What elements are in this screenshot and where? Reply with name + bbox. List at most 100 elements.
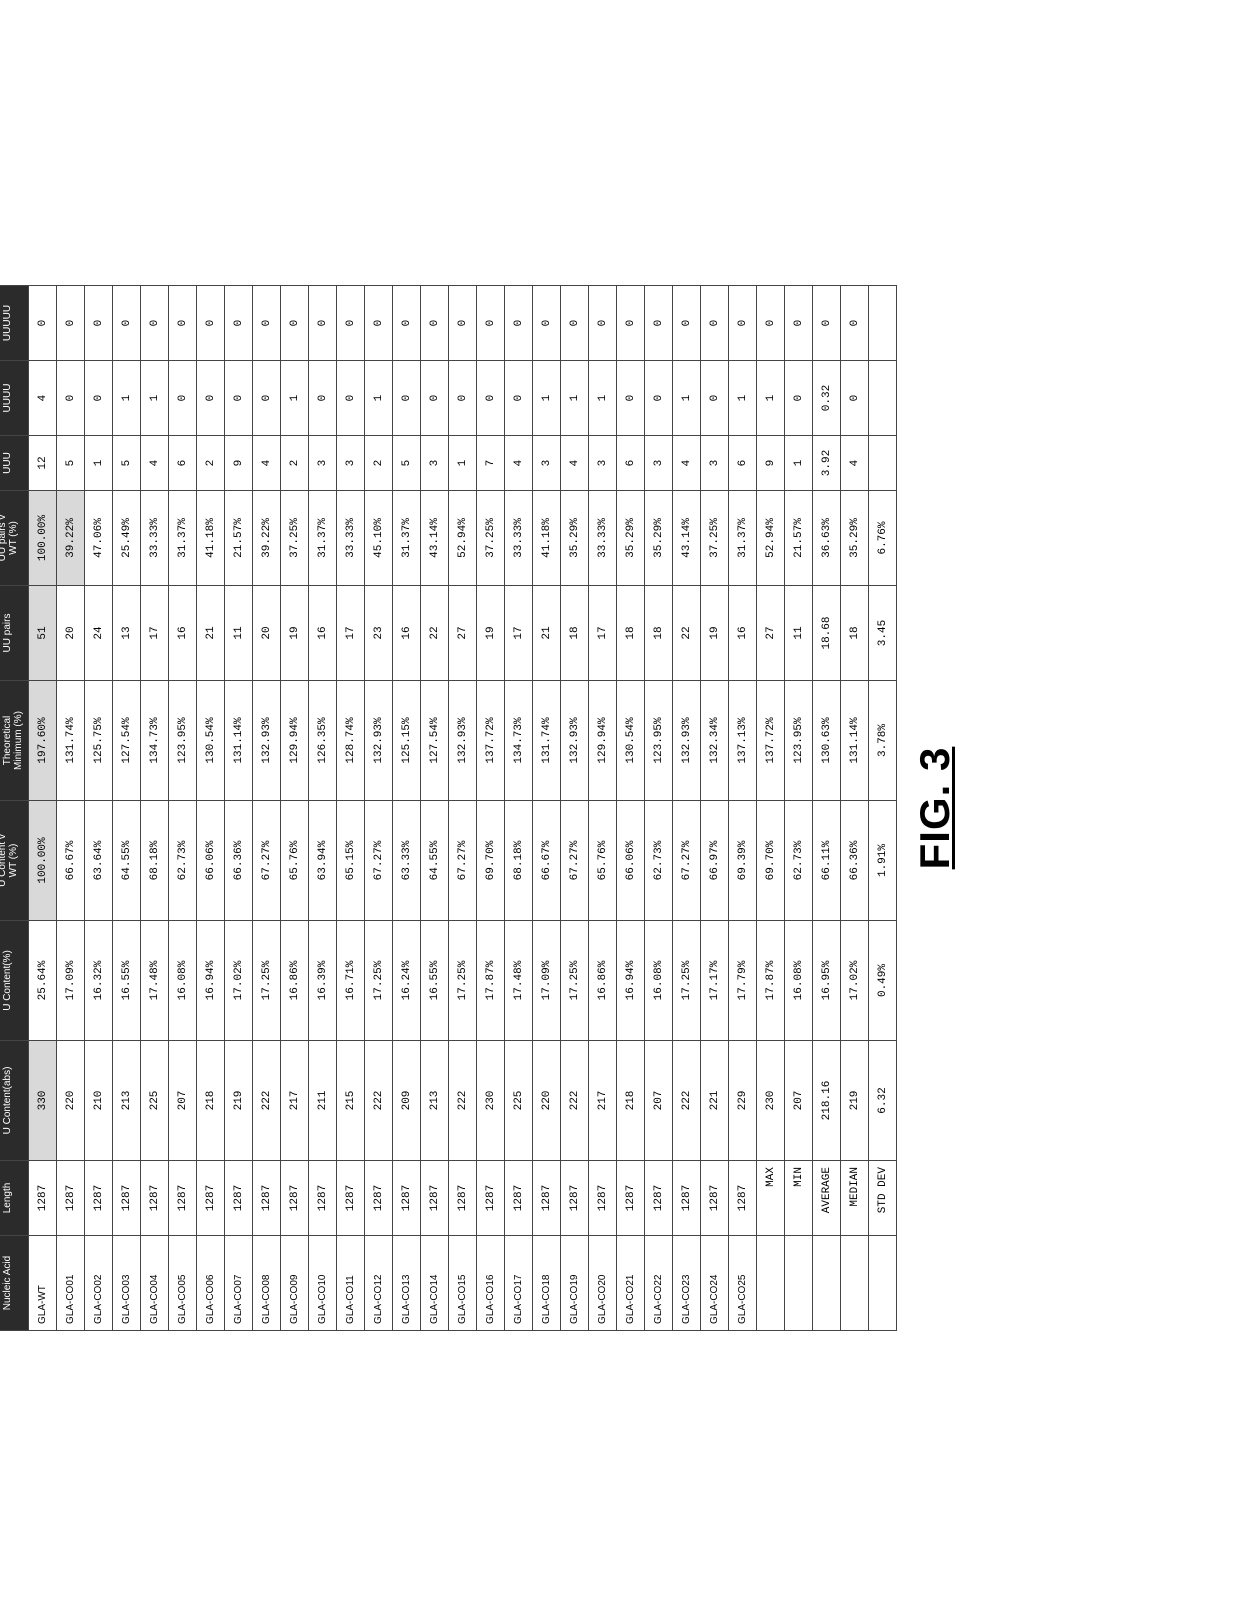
cell: 66.36% [225,800,253,920]
stats-cell: 0.49% [869,920,897,1040]
cell: 37.25% [701,490,729,585]
table-row: GLA-CO02128721016.32%63.64%125.75%2447.0… [85,285,113,1330]
cell: 0 [113,285,141,360]
cell: 27 [449,585,477,680]
cell: 132.93% [561,680,589,800]
cell: 0 [617,360,645,435]
stats-cell: 0 [757,285,785,360]
table-row: GLA-CO07128721917.02%66.36%131.14%1121.5… [225,285,253,1330]
stats-cell: 17.87% [757,920,785,1040]
cell: 17.02% [225,920,253,1040]
stats-rows-body: MAX23017.87%69.70%137.72%2752.94%910MIN2… [757,285,897,1330]
cell: 6 [617,435,645,490]
cell: 18 [645,585,673,680]
stats-cell: 0 [841,360,869,435]
cell: 218 [197,1040,225,1160]
cell: 3 [701,435,729,490]
cell: 1287 [561,1160,589,1235]
cell: 132.93% [365,680,393,800]
cell: 37.25% [477,490,505,585]
cell: 1 [533,360,561,435]
stats-cell [869,285,897,360]
cell: GLA-CO15 [449,1235,477,1330]
stats-cell [869,435,897,490]
cell: 213 [421,1040,449,1160]
cell: 16 [393,585,421,680]
stats-cell: 16.95% [813,920,841,1040]
col-header-3: U Content(%) [0,920,29,1040]
stats-cell: 36.63% [813,490,841,585]
cell: 1287 [701,1160,729,1235]
cell: 17.17% [701,920,729,1040]
cell: 132.93% [449,680,477,800]
cell: 1 [365,360,393,435]
cell: 1287 [225,1160,253,1235]
stats-cell [869,360,897,435]
cell: 130.54% [197,680,225,800]
table-row: GLA-CO21128721816.94%66.06%130.54%1835.2… [617,285,645,1330]
cell: 130.54% [617,680,645,800]
stats-cell: 1 [785,435,813,490]
cell: GLA-CO03 [113,1235,141,1330]
cell: 1287 [141,1160,169,1235]
stats-cell: 0 [841,285,869,360]
cell: 66.67% [57,800,85,920]
cell: GLA-CO13 [393,1235,421,1330]
cell: 0 [169,285,197,360]
cell: 2 [365,435,393,490]
cell: 225 [505,1040,533,1160]
cell: 3 [421,435,449,490]
table-row: GLA-CO09128721716.86%65.76%129.94%1937.2… [281,285,309,1330]
cell: 127.54% [113,680,141,800]
cell: 207 [645,1040,673,1160]
cell: 45.10% [365,490,393,585]
stats-cell: 3.45 [869,585,897,680]
cell: 210 [85,1040,113,1160]
cell: GLA-CO11 [337,1235,365,1330]
cell: 39.22% [253,490,281,585]
cell: GLA-CO25 [729,1235,757,1330]
cell: 65.76% [589,800,617,920]
cell: 0 [701,285,729,360]
cell: 17.48% [141,920,169,1040]
cell: 1287 [477,1160,505,1235]
cell: 41.18% [533,490,561,585]
cell: 33.33% [141,490,169,585]
cell: 1287 [253,1160,281,1235]
cell: 1287 [533,1160,561,1235]
cell: 217 [589,1040,617,1160]
cell: 31.37% [309,490,337,585]
cell: 132.34% [701,680,729,800]
cell: 1 [85,435,113,490]
cell: 68.18% [505,800,533,920]
cell: 0 [505,360,533,435]
wt-cell-1: 1287 [29,1160,57,1235]
cell: 1287 [113,1160,141,1235]
cell: 0 [337,285,365,360]
cell: GLA-CO24 [701,1235,729,1330]
cell: 0 [393,285,421,360]
cell: 62.73% [645,800,673,920]
cell: 21.57% [225,490,253,585]
cell: 67.27% [253,800,281,920]
cell: 3 [533,435,561,490]
cell: 66.06% [197,800,225,920]
cell: 21 [197,585,225,680]
cell: 230 [477,1040,505,1160]
cell: 16.94% [617,920,645,1040]
cell: 17.87% [477,920,505,1040]
cell: 31.37% [393,490,421,585]
cell: 0 [85,360,113,435]
cell: 220 [533,1040,561,1160]
cell: 65.15% [337,800,365,920]
cell: 131.14% [225,680,253,800]
stats-row: STD DEV6.320.49%1.91%3.78%3.456.76% [869,285,897,1330]
cell: 218 [617,1040,645,1160]
cell: 67.27% [673,800,701,920]
stats-cell: 1 [757,360,785,435]
cell: 35.29% [645,490,673,585]
cell: 1 [729,360,757,435]
cell: 63.33% [393,800,421,920]
col-header-7: UU pairs v WT (%) [0,490,29,585]
cell: 137.72% [477,680,505,800]
